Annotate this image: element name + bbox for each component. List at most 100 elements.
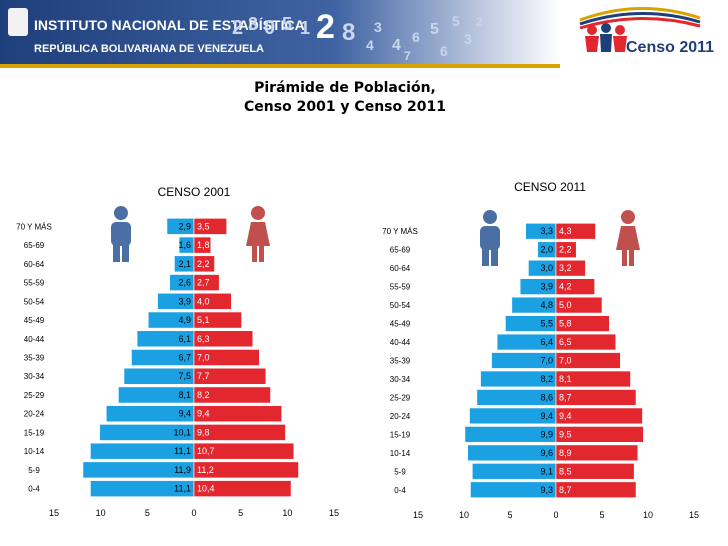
x-tick-label: 5 (145, 508, 150, 518)
value-label-male: 9,4 (540, 411, 553, 421)
value-label-female: 3,2 (559, 263, 572, 273)
category-label: 45-49 (390, 320, 411, 329)
category-label: 5-9 (28, 466, 40, 475)
category-label: 25-29 (24, 391, 45, 400)
female-icon-leg (252, 246, 257, 262)
decor-digit: 5 (452, 13, 460, 29)
value-label-male: 4,8 (540, 300, 553, 310)
pyramid-2001: CENSO 2001 2,9 3,5 70 Y MÁS 1,6 1,8 65-69 2,1 2,… (16, 185, 339, 518)
value-label-male: 7,0 (540, 356, 553, 366)
bar-female (555, 259, 586, 277)
x-tick-label: 10 (96, 508, 106, 518)
male-icon-leg (482, 246, 489, 266)
category-label: 70 Y MÁS (382, 227, 418, 236)
bar-female (555, 407, 643, 425)
bar-female (555, 333, 617, 351)
decor-digit: 4 (392, 37, 401, 54)
bar-female (193, 311, 242, 329)
value-label-female: 7,0 (559, 356, 572, 366)
bar-female (193, 386, 271, 404)
bar-female (555, 481, 637, 499)
bar-female (193, 349, 260, 366)
banner-stripe (0, 64, 560, 68)
x-tick-label: 15 (49, 508, 59, 518)
male-icon-leg (122, 242, 129, 262)
bar-female (193, 255, 215, 273)
value-label-female: 7,0 (197, 353, 210, 363)
census-badge: Censo 2011 (626, 39, 714, 56)
female-icon-body (246, 222, 270, 246)
value-label-male: 9,4 (178, 409, 191, 419)
value-label-male: 9,6 (540, 448, 553, 458)
value-label-male: 5,5 (540, 319, 553, 329)
bar-female (555, 389, 637, 406)
value-label-female: 3,5 (197, 221, 210, 231)
value-label-female: 9,4 (559, 411, 572, 421)
decor-digit: 6 (412, 29, 420, 45)
arc-icon (579, 7, 701, 22)
male-icon (483, 210, 497, 224)
value-label-female: 8,9 (559, 448, 572, 458)
bar-female (555, 222, 596, 240)
decor-digit: 7 (404, 49, 411, 63)
header-graphic: INSTITUTO NACIONAL DE ESTADÍSTICA REPÚBL… (0, 0, 714, 68)
category-label: 65-69 (24, 241, 45, 250)
bar-female (555, 352, 621, 369)
bar-female (555, 444, 639, 462)
value-label-female: 1,8 (197, 240, 210, 250)
x-tick-label: 5 (599, 510, 604, 520)
value-label-male: 3,9 (178, 296, 191, 306)
value-label-male: 8,2 (540, 374, 553, 384)
decor-digit: 8 (342, 19, 355, 46)
category-label: 70 Y MÁS (16, 222, 52, 231)
value-label-male: 2,0 (540, 245, 553, 255)
main-title-line1: Pirámide de Población, (254, 80, 436, 96)
value-label-male: 9,9 (540, 429, 553, 439)
census-logo: Censo 2011 (579, 7, 714, 56)
value-label-male: 11,9 (174, 465, 191, 475)
male-icon (114, 206, 128, 220)
ine-logo-mark (8, 8, 28, 36)
pyramid-2011: CENSO 2011 3,3 4,3 70 Y MÁS 2,0 2,2 65-69 3,0 3,… (382, 180, 699, 520)
male-icon-body (111, 222, 131, 246)
bar-female (193, 405, 283, 423)
value-label-female: 6,5 (559, 337, 572, 347)
value-label-male: 4,9 (178, 315, 191, 325)
category-label: 50-54 (390, 301, 411, 310)
category-label: 10-14 (390, 449, 411, 458)
decor-digit: 6 (440, 43, 448, 59)
value-label-female: 4,3 (559, 226, 572, 236)
male-icon-leg (491, 246, 498, 266)
value-label-male: 8,6 (540, 392, 553, 402)
header-banner: INSTITUTO NACIONAL DE ESTADÍSTICA REPÚBL… (0, 0, 728, 68)
value-label-male: 9,1 (540, 466, 553, 476)
bar-female (555, 296, 603, 314)
value-label-male: 6,4 (540, 337, 553, 347)
bar-female (193, 424, 286, 441)
value-label-female: 2,2 (559, 245, 572, 255)
category-label: 0-4 (28, 485, 40, 494)
category-label: 20-24 (390, 412, 411, 421)
bar-female (555, 278, 595, 295)
x-tick-label: 10 (643, 510, 653, 520)
x-tick-label: 0 (553, 510, 558, 520)
value-label-female: 9,4 (197, 409, 210, 419)
x-tick-label: 15 (689, 510, 699, 520)
x-tick-label: 10 (459, 510, 469, 520)
value-label-male: 11,1 (174, 484, 191, 494)
decor-digit: 1 (300, 18, 310, 38)
female-icon-body (616, 226, 640, 250)
value-label-male: 8,1 (178, 390, 191, 400)
value-label-female: 6,3 (197, 334, 210, 344)
value-label-female: 8,1 (559, 374, 572, 384)
value-label-female: 4,0 (197, 296, 210, 306)
category-label: 65-69 (390, 246, 411, 255)
category-label: 0-4 (394, 486, 406, 495)
bar-female (555, 463, 635, 480)
bar-female (193, 367, 267, 385)
value-label-female: 10,4 (197, 484, 215, 494)
value-label-female: 9,8 (197, 427, 210, 437)
category-label: 40-44 (24, 335, 45, 344)
decor-digit: 4 (366, 37, 374, 53)
